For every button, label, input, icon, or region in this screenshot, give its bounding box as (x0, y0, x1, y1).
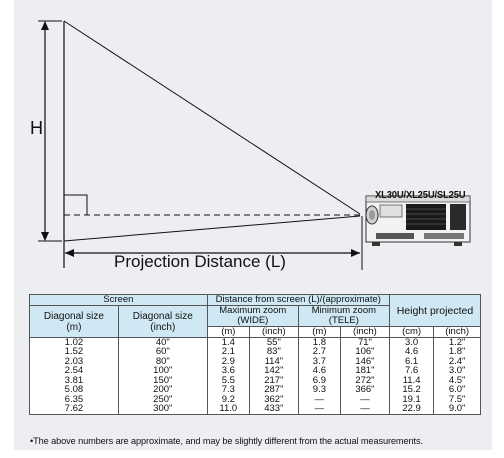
header-height: Height projected (388, 294, 482, 327)
header-max-zoom: Maximum zoom (WIDE) (206, 305, 299, 327)
table-cell: 6.9 (297, 375, 342, 385)
table-row: 7.62 300" 11.0 433" — —22.9 9.0" (29, 404, 481, 415)
table-cell: 3.6 (206, 366, 250, 376)
unit-max-m: (m) (206, 326, 250, 338)
table-cell: 7.6 (388, 366, 435, 376)
table-cell: 3.7 (297, 356, 342, 366)
table-cell: 2.4" (433, 356, 481, 366)
cone-bottom-edge (63, 215, 361, 242)
table-cell: 11.4 (388, 375, 435, 385)
distance-arrow-right (351, 249, 360, 257)
height-label: H (30, 118, 43, 138)
table-cell: 2.7 (297, 347, 342, 357)
table-cell: 5.5 (206, 375, 250, 385)
table-cell: 6.1 (388, 356, 435, 366)
table-cell: 9.0" (433, 404, 481, 415)
table-cell: 1.2" (433, 337, 481, 347)
table-row: 2.54 100" 3.6 142" 4.6 181" 7.6 3.0" (29, 366, 481, 376)
height-arrow-top (41, 21, 49, 30)
header-min-zoom: Minimum zoom (TELE) (297, 305, 390, 327)
table-cell: 7.5" (433, 394, 481, 404)
table-cell: 4.5" (433, 375, 481, 385)
table-cell: 22.9 (388, 404, 435, 415)
table-cell: 1.8" (433, 347, 481, 357)
unit-height-inch: (inch) (433, 326, 481, 338)
header-screen: Screen (29, 294, 208, 306)
table-cell: 3.0" (433, 366, 481, 376)
table-cell: 9.3 (297, 385, 342, 395)
table-cell: 2.9 (206, 356, 250, 366)
unit-max-inch: (inch) (248, 326, 299, 338)
projection-distance-label: Projection Distance (L) (114, 252, 286, 271)
top-strip (14, 0, 492, 10)
table-cell: 4.6 (297, 366, 342, 376)
projector-illustration (365, 195, 471, 246)
table-cell: 19.1 (388, 394, 435, 404)
table-row: 6.35 250" 9.2 362" — —19.1 7.5" (29, 394, 481, 404)
table-cell: 9.2 (206, 394, 250, 404)
table-cell: — (297, 394, 342, 404)
unit-height-cm: (cm) (388, 326, 435, 338)
table-row: 5.08 200" 7.3 287" 9.3 366" 15.2 6.0" (29, 385, 481, 395)
table-row: 1.52 60" 2.1 83" 2.7 106" 4.6 1.8" (29, 347, 481, 357)
header-max-zoom-line1: Maximum zoom (219, 305, 287, 316)
header-max-zoom-line2: (WIDE) (237, 315, 269, 326)
header-min-zoom-line1: Minimum zoom (311, 305, 377, 316)
height-arrow-bottom (41, 232, 49, 241)
model-label: XL30U/XL25U/SL25U (375, 189, 466, 201)
table-row: 1.02 40" 1.4 55" 1.8 71" 3.0 1.2" (29, 337, 481, 347)
footnote: •The above numbers are approximate, and … (30, 436, 423, 446)
unit-min-inch: (inch) (340, 326, 390, 338)
header-diagonal-inch-line2: (inch) (150, 321, 176, 333)
table-body: 1.02 40" 1.4 55" 1.8 71" 3.0 1.2" 1.52 60" 2.1 83" 2… (29, 337, 481, 415)
table-cell: 7.3 (206, 385, 250, 395)
table-cell: 11.0 (206, 404, 250, 415)
projection-diagram (38, 20, 471, 270)
table-cell: — (297, 404, 342, 415)
table-cell: 6.0" (433, 385, 481, 395)
right-angle-marker (64, 194, 88, 215)
table-cell: 433" (248, 404, 299, 415)
table-row: 2.03 80" 2.9 114" 3.7 146" 6.1 2.4" (29, 356, 481, 366)
table-cell: 15.2 (388, 385, 435, 395)
table-cell: — (340, 404, 390, 415)
table-cell: 3.0 (388, 337, 435, 347)
distance-arrow-left (65, 249, 74, 257)
projection-table: Screen Distance from screen (L)/(approxi… (29, 294, 482, 415)
header-diagonal-m: Diagonal size (m) (29, 305, 119, 338)
unit-min-m: (m) (297, 326, 342, 338)
header-diagonal-m-line1: Diagonal size (43, 310, 104, 322)
table-row: 3.81 150" 5.5 217" 6.9 272" 11.4 4.5" (29, 375, 481, 385)
header-min-zoom-line2: (TELE) (328, 315, 359, 326)
header-diagonal-m-line2: (m) (66, 321, 82, 333)
table-cell: 4.6 (388, 347, 435, 357)
table-cell: 7.62 (29, 404, 119, 415)
header-distance: Distance from screen (L)/(approximate) (206, 294, 390, 306)
table-cell: 1.4 (206, 337, 250, 347)
table-cell: 1.8 (297, 337, 342, 347)
cone-top-edge (63, 20, 361, 215)
header-diagonal-inch: Diagonal size (inch) (117, 305, 208, 338)
table-cell: 300" (117, 404, 208, 415)
table-cell: 2.1 (206, 347, 250, 357)
header-diagonal-inch-line1: Diagonal size (132, 310, 193, 322)
